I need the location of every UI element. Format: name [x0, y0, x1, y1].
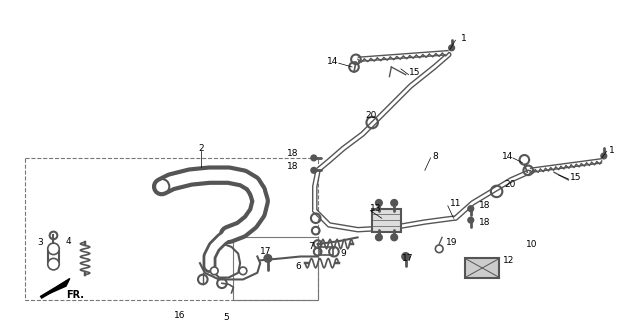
Text: FR.: FR. — [66, 290, 84, 300]
Text: 10: 10 — [526, 240, 538, 249]
Text: 17: 17 — [402, 254, 413, 263]
Circle shape — [239, 267, 247, 275]
Text: 20: 20 — [504, 180, 515, 189]
Text: 5: 5 — [223, 313, 229, 320]
Text: 18: 18 — [480, 201, 491, 210]
Circle shape — [468, 217, 473, 223]
Bar — [233, 237, 318, 300]
Text: 19: 19 — [446, 238, 457, 247]
Text: 18: 18 — [480, 218, 491, 227]
Circle shape — [601, 153, 607, 159]
Text: 1: 1 — [609, 146, 614, 155]
Text: 7: 7 — [308, 243, 314, 252]
Circle shape — [48, 243, 59, 255]
Text: 14: 14 — [327, 57, 339, 66]
Text: 14: 14 — [502, 151, 513, 161]
Circle shape — [376, 200, 382, 206]
Text: 4: 4 — [66, 237, 71, 246]
Text: 15: 15 — [571, 172, 582, 181]
Circle shape — [48, 259, 59, 270]
Text: 13: 13 — [371, 204, 382, 213]
Text: 2: 2 — [198, 144, 204, 153]
Bar — [372, 209, 401, 232]
Text: 18: 18 — [287, 148, 298, 158]
Circle shape — [391, 234, 398, 241]
Text: 6: 6 — [295, 261, 302, 271]
Circle shape — [311, 155, 317, 161]
Circle shape — [376, 234, 382, 241]
Circle shape — [211, 267, 218, 275]
Bar — [48, 249, 59, 264]
Bar — [320, 247, 333, 255]
Text: 15: 15 — [409, 68, 420, 77]
Text: 20: 20 — [366, 111, 377, 120]
Circle shape — [391, 200, 398, 206]
Text: 1: 1 — [461, 34, 467, 43]
Bar — [25, 158, 318, 300]
Text: 16: 16 — [174, 311, 186, 320]
Circle shape — [311, 167, 317, 173]
Text: 12: 12 — [503, 256, 515, 265]
Circle shape — [449, 45, 455, 51]
Circle shape — [402, 253, 409, 260]
Text: 11: 11 — [450, 199, 461, 208]
Text: 9: 9 — [340, 249, 346, 258]
Circle shape — [468, 206, 473, 212]
Text: 17: 17 — [260, 247, 271, 256]
Text: 18: 18 — [287, 162, 298, 171]
Bar — [465, 259, 500, 277]
Text: 8: 8 — [433, 151, 438, 161]
Text: 3: 3 — [37, 238, 43, 247]
Circle shape — [264, 255, 271, 262]
Polygon shape — [42, 278, 70, 297]
